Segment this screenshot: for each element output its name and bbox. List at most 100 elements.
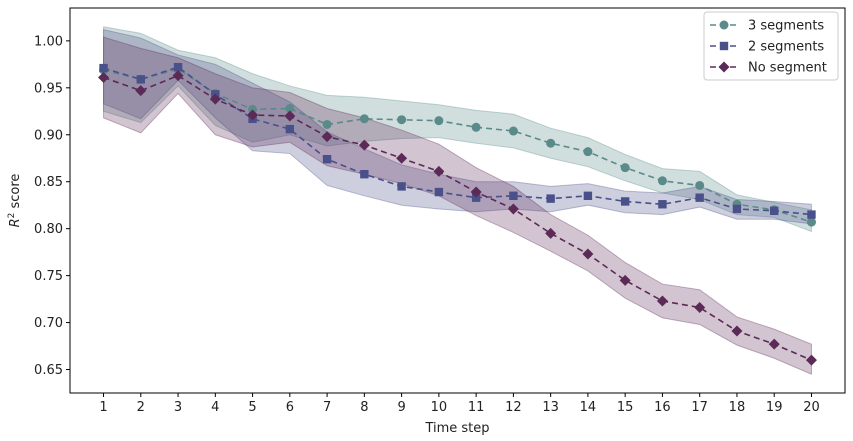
- point-s1-5: [248, 104, 258, 114]
- point-s1-12: [508, 126, 518, 136]
- x-tick-label-14: 14: [580, 400, 597, 415]
- point-s2-3: [173, 62, 183, 72]
- series-line-2: [103, 66, 812, 216]
- point-s1-8: [359, 114, 369, 124]
- point-s2-19: [770, 206, 779, 216]
- x-tick-label-11: 11: [468, 400, 485, 415]
- x-tick-label-18: 18: [729, 400, 746, 415]
- point-s1-20: [806, 217, 816, 227]
- point-s1-10: [434, 116, 444, 126]
- x-tick-label-7: 7: [323, 400, 331, 415]
- point-s2-2: [136, 75, 145, 84]
- point-s2-7: [322, 154, 332, 164]
- x-tick-label-20: 20: [803, 400, 820, 415]
- legend-label-3: No segment: [748, 61, 827, 76]
- point-s3-11: [470, 186, 482, 198]
- point-s1-17: [695, 180, 705, 190]
- point-s2-10: [434, 187, 444, 197]
- x-axis-label: Time step: [424, 421, 489, 436]
- x-tick-label-9: 9: [397, 400, 405, 415]
- point-s1-11: [471, 122, 481, 132]
- point-s1-13: [546, 138, 556, 148]
- x-tick-label-1: 1: [99, 400, 107, 415]
- y-tick-label-1.00: 1.00: [34, 34, 63, 49]
- x-tick-label-4: 4: [211, 400, 219, 415]
- y-tick-label-0.80: 0.80: [34, 222, 63, 237]
- x-tick-label-8: 8: [360, 400, 368, 415]
- point-s1-7: [322, 119, 332, 129]
- point-s2-9: [397, 182, 406, 191]
- x-tick-label-19: 19: [766, 400, 783, 415]
- band-1: [103, 26, 812, 233]
- x-tick-label-10: 10: [431, 400, 448, 415]
- series-line-1: [103, 68, 812, 223]
- point-s3-16: [656, 295, 668, 307]
- point-s2-12: [509, 191, 518, 201]
- y-tick-label-0.65: 0.65: [34, 363, 63, 378]
- point-s1-6: [285, 103, 295, 113]
- point-s3-2: [135, 85, 147, 97]
- point-s2-6: [285, 124, 295, 134]
- y-tick-label-0.70: 0.70: [34, 316, 63, 331]
- y-axis: 0.65 0.70 0.75 0.80 0.85 0.90 0.95 1.00: [34, 34, 70, 378]
- point-s3-1: [98, 71, 110, 83]
- x-tick-label-15: 15: [617, 400, 634, 415]
- y-tick-label-0.90: 0.90: [34, 128, 63, 143]
- point-s2-13: [546, 194, 555, 203]
- y-axis-label-rest: score: [8, 174, 23, 213]
- y-tick-label-0.85: 0.85: [34, 175, 63, 190]
- point-s3-6: [284, 110, 296, 122]
- point-s2-17: [695, 193, 704, 202]
- point-s2-1: [99, 63, 108, 73]
- point-s2-16: [658, 200, 667, 209]
- y-tick-label-0.95: 0.95: [34, 81, 63, 96]
- point-s3-5: [247, 109, 259, 121]
- point-s2-8: [360, 170, 369, 179]
- band-3: [103, 36, 812, 375]
- legend-marker-2: [719, 41, 729, 51]
- x-tick-label-6: 6: [286, 400, 294, 415]
- y-axis-label-base: R: [8, 218, 23, 227]
- x-tick-label-3: 3: [174, 400, 182, 415]
- point-s3-3: [172, 70, 184, 82]
- x-tick-label-2: 2: [137, 400, 145, 415]
- point-s1-14: [583, 147, 593, 157]
- point-s3-10: [433, 165, 445, 177]
- plot-frame: [69, 7, 846, 394]
- x-tick-label-12: 12: [505, 400, 522, 415]
- y-axis-label-sup: 2: [7, 213, 17, 219]
- series-lines: [98, 62, 817, 366]
- legend-label-2: 2 segments: [748, 40, 824, 55]
- legend-marker-3: [718, 61, 730, 73]
- point-s3-9: [396, 152, 408, 164]
- legend-label-1: 3 segments: [748, 19, 824, 34]
- legend-box: [703, 11, 839, 81]
- y-axis-label: R2 score: [7, 174, 23, 228]
- y-tick-label-0.75: 0.75: [34, 269, 63, 284]
- x-tick-label-5: 5: [248, 400, 256, 415]
- point-s1-9: [397, 115, 407, 125]
- legend: 3 segments 2 segments No segment: [703, 11, 839, 81]
- point-s2-15: [620, 197, 630, 206]
- point-s2-20: [807, 210, 816, 219]
- x-axis: 1 2 3 4 5 6 7 8 9 10 11 12 13 14 15 16 17 18 19 20: [99, 393, 820, 415]
- point-s3-18: [731, 325, 743, 337]
- point-s3-20: [805, 354, 817, 366]
- point-s2-14: [583, 191, 593, 201]
- point-s3-17: [694, 302, 706, 314]
- series-line-3: [103, 74, 812, 361]
- x-tick-label-17: 17: [691, 400, 708, 415]
- point-s3-7: [321, 131, 333, 143]
- point-s3-19: [768, 338, 780, 350]
- point-s3-8: [358, 139, 370, 151]
- point-s2-18: [732, 204, 742, 214]
- point-s1-16: [657, 176, 667, 186]
- x-tick-label-16: 16: [654, 400, 671, 415]
- point-s3-15: [619, 274, 631, 286]
- point-s2-11: [471, 193, 481, 202]
- legend-marker-1: [719, 20, 729, 30]
- point-s3-4: [209, 93, 221, 105]
- x-tick-label-13: 13: [542, 400, 559, 415]
- point-s1-15: [620, 163, 630, 173]
